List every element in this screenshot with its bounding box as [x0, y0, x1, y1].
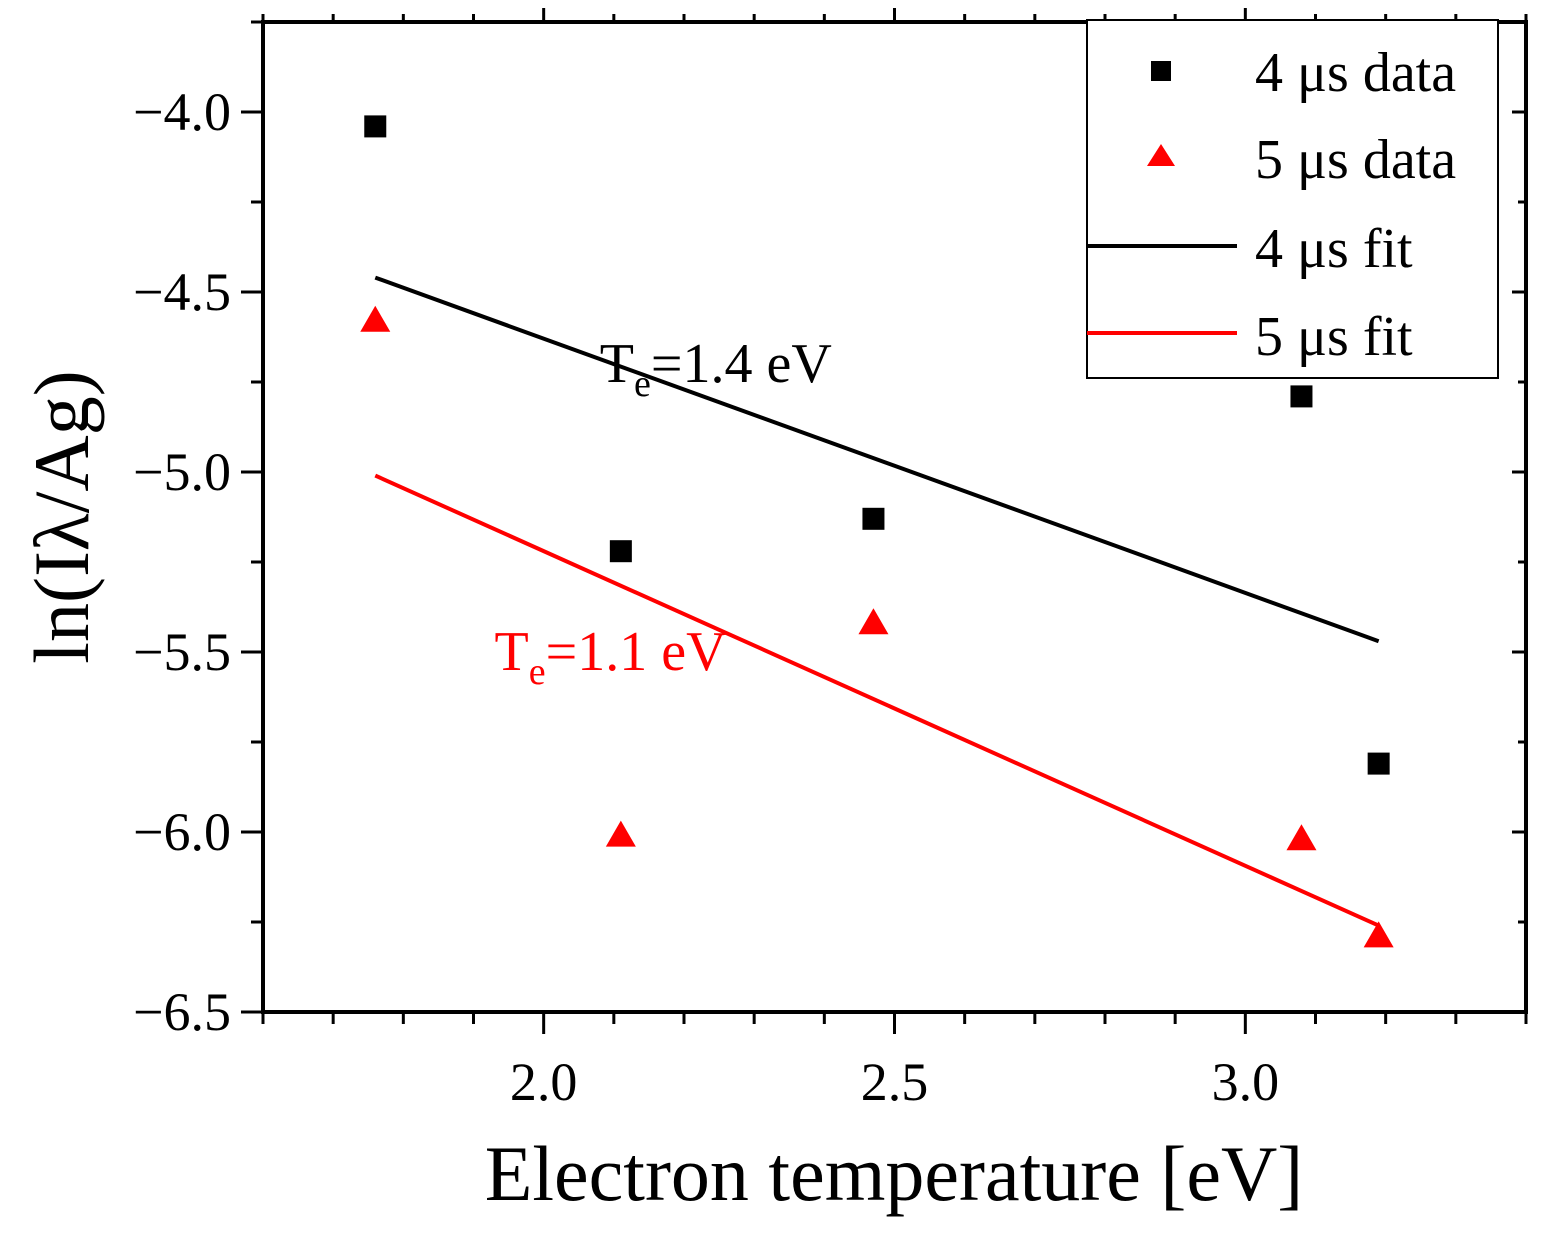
data-point-square [609, 540, 632, 563]
fit-line [374, 473, 1380, 928]
te-value: =1.4 eV [651, 333, 832, 395]
legend-label-5us-fit: 5 μs fit [1255, 306, 1413, 368]
legend-marker-square [1151, 61, 1171, 81]
legend: 4 μs data 5 μs data 4 μs fit 5 μs fit [1086, 19, 1499, 379]
data-point-square [1367, 752, 1390, 775]
x-tick-label: 2.5 [861, 1052, 929, 1112]
data-point-triangle [605, 820, 636, 847]
y-tick-label: −6.0 [133, 802, 231, 862]
legend-label-4us-data: 4 μs data [1255, 42, 1456, 104]
legend-marker-triangle [1147, 144, 1175, 166]
y-tick-label: −5.5 [133, 622, 231, 682]
y-tick-label: −6.5 [133, 982, 231, 1042]
te-value: =1.1 eV [546, 621, 727, 683]
te-subscript: e [529, 651, 546, 693]
te-symbol: T [495, 621, 529, 683]
axis-tick-labels: 2.0 2.5 3.0 −4.0 −4.5 −5.0 −5.5 −6.0 −6.5 [133, 82, 1279, 1112]
axis-ticks [241, 8, 1528, 1034]
data-point-square [1290, 385, 1313, 408]
data-point-triangle [1286, 824, 1317, 851]
data-point-square [364, 115, 387, 138]
te-annotation: Te=1.1 eV [495, 621, 727, 693]
y-axis-title: ln(Iλ/Ag) [18, 370, 105, 663]
series-layer [360, 115, 1394, 948]
data-point-triangle [858, 608, 889, 635]
fit-line [374, 275, 1380, 644]
data-point-square [862, 507, 885, 530]
te-subscript: e [634, 363, 651, 405]
legend-label-4us-fit: 4 μs fit [1255, 218, 1413, 280]
legend-label-5us-data: 5 μs data [1255, 129, 1456, 191]
te-symbol: T [600, 333, 634, 395]
x-tick-label: 3.0 [1212, 1052, 1280, 1112]
y-tick-label: −4.5 [133, 262, 231, 322]
y-tick-label: −5.0 [133, 442, 231, 502]
y-tick-label: −4.0 [133, 82, 231, 142]
x-axis-title: Electron temperature [eV] [485, 1130, 1304, 1217]
te-annotation: Te=1.4 eV [600, 333, 832, 405]
x-tick-label: 2.0 [510, 1052, 578, 1112]
data-point-triangle [1363, 921, 1394, 948]
data-point-triangle [360, 305, 391, 332]
